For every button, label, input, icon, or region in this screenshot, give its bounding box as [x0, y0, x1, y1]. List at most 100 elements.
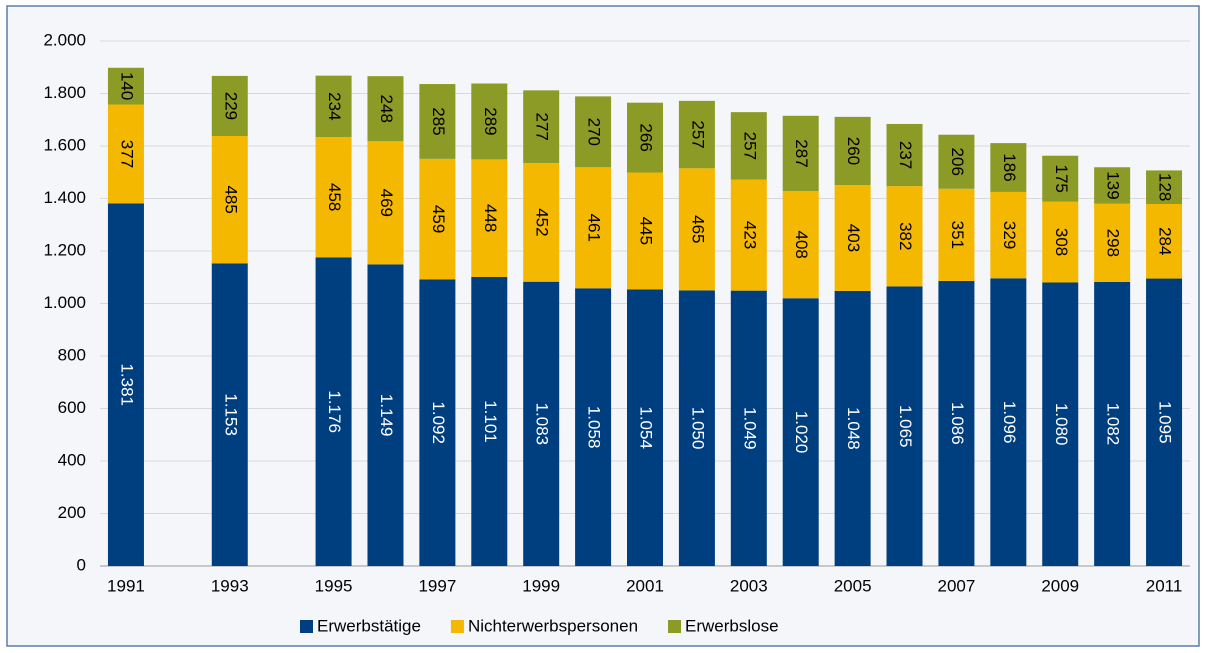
y-tick-label: 2.000	[43, 30, 86, 49]
data-label: 1.101	[481, 400, 500, 443]
data-label: 229	[221, 92, 240, 120]
bar-segment	[471, 159, 508, 277]
data-label: 1.065	[896, 405, 915, 448]
bar-segment	[367, 76, 404, 142]
data-label: 452	[533, 208, 552, 236]
bar-segment	[938, 280, 975, 566]
data-label: 382	[896, 222, 915, 250]
data-label: 351	[948, 221, 967, 249]
data-label: 285	[429, 107, 448, 135]
data-label: 329	[1000, 221, 1019, 249]
x-tick-label: 2011	[1146, 576, 1183, 595]
y-tick-label: 800	[58, 345, 86, 364]
bar-segment	[990, 278, 1027, 566]
data-label: 1.049	[740, 407, 759, 450]
y-tick-label: 1.200	[43, 240, 86, 259]
data-label: 1.058	[585, 406, 604, 449]
bar-segment	[990, 143, 1027, 192]
x-tick-label: 2003	[730, 576, 768, 595]
data-label: 459	[429, 205, 448, 233]
bar-segment	[730, 290, 767, 566]
data-label: 128	[1156, 173, 1175, 201]
bar-segment	[107, 104, 144, 204]
y-tick-label: 0	[77, 555, 86, 574]
data-label: 445	[637, 217, 656, 245]
bar-segment	[523, 163, 560, 282]
data-label: 140	[117, 72, 136, 100]
bar-segment	[730, 179, 767, 291]
legend-label: Erwerbslose	[685, 616, 779, 635]
legend-swatch	[300, 620, 313, 633]
bar-segment	[419, 84, 456, 159]
bar-segment	[419, 279, 456, 566]
data-label: 1.149	[377, 394, 396, 437]
x-tick-label: 1999	[522, 576, 560, 595]
bar-segment	[782, 191, 819, 299]
data-label: 175	[1052, 164, 1071, 192]
bar-segment	[315, 257, 352, 566]
data-label: 298	[1104, 229, 1123, 257]
data-label: 1.082	[1104, 403, 1123, 446]
data-label: 448	[481, 204, 500, 232]
data-label: 1.381	[117, 363, 136, 406]
data-label: 458	[325, 183, 344, 211]
data-label: 266	[637, 123, 656, 151]
x-tick-label: 2001	[626, 576, 664, 595]
data-label: 270	[585, 118, 604, 146]
bar-segment	[886, 123, 923, 187]
legend-label: Nichterwerbspersonen	[468, 616, 638, 635]
data-label: 1.083	[533, 403, 552, 446]
bar-segment	[107, 203, 144, 567]
bar-segment	[627, 172, 663, 290]
bar-segment	[1042, 282, 1079, 566]
data-label: 461	[585, 214, 604, 242]
bar-segment	[471, 276, 508, 566]
bar-segment	[315, 75, 352, 138]
bar-segment	[886, 286, 923, 566]
data-label: 469	[377, 189, 396, 217]
data-label: 1.095	[1156, 401, 1175, 444]
bar-segment	[1094, 167, 1131, 204]
bar-segment	[678, 168, 715, 291]
data-label: 260	[844, 137, 863, 165]
y-tick-label: 200	[58, 503, 86, 522]
x-tick-label: 2007	[938, 576, 976, 595]
x-tick-label: 2005	[834, 576, 872, 595]
x-tick-label: 1991	[107, 576, 145, 595]
x-tick-label: 1995	[315, 576, 353, 595]
bar-segment	[834, 290, 871, 566]
y-tick-label: 1.600	[43, 135, 86, 154]
bar-segment	[886, 186, 923, 287]
bar-segment	[678, 100, 715, 169]
bar-segment	[834, 116, 871, 186]
y-tick-label: 1.800	[43, 83, 86, 102]
data-label: 1.048	[844, 407, 863, 450]
data-label: 139	[1104, 171, 1123, 199]
bar-segment	[523, 90, 560, 164]
data-label: 1.050	[688, 407, 707, 450]
y-tick-label: 1.400	[43, 188, 86, 207]
bar-segment	[211, 136, 248, 264]
data-label: 377	[117, 140, 136, 168]
bar-segment	[782, 298, 819, 566]
data-label: 206	[948, 148, 967, 176]
y-tick-label: 600	[58, 398, 86, 417]
data-label: 1.086	[948, 402, 967, 445]
bar-segment	[782, 115, 819, 192]
data-label: 408	[792, 231, 811, 259]
y-tick-label: 400	[58, 450, 86, 469]
data-label: 289	[481, 107, 500, 135]
data-label: 277	[533, 113, 552, 141]
data-label: 237	[896, 141, 915, 169]
bar-segment	[1042, 155, 1079, 202]
bar-segment	[1094, 203, 1131, 282]
data-label: 1.020	[792, 411, 811, 454]
bar-segment	[575, 167, 612, 289]
data-label: 1.153	[221, 393, 240, 436]
bar-segment	[107, 67, 144, 105]
bar-segment	[730, 112, 767, 180]
bar-segment	[211, 263, 248, 566]
bar-segment	[419, 158, 456, 280]
data-label: 234	[325, 92, 344, 120]
